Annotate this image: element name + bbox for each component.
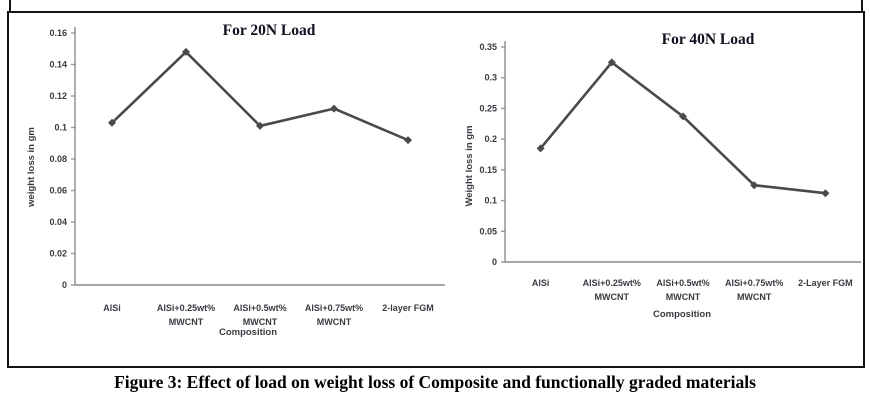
x-category-label: AlSi+0.5wt%: [233, 303, 286, 313]
chart-20n-load: 0 0.02 0.04 0.06 0.08 0.1 0.12 0.14 0.16 AlSi AlSi…: [26, 22, 445, 338]
x-category-label: 2-Layer FGM: [798, 278, 853, 288]
x-category-label: MWCNT: [595, 292, 630, 302]
x-category-label: AlSi+0.25wt%: [157, 303, 215, 313]
x-category-label: AlSi: [103, 303, 121, 313]
x-category-label: MWCNT: [169, 317, 204, 327]
data-point-marker: [821, 189, 830, 198]
x-category-label: MWCNT: [317, 317, 352, 327]
y-tick-label: 0.02: [49, 249, 67, 259]
y-tick-label: 0.35: [479, 42, 497, 52]
chart-40n-load: 0 0.05 0.1 0.15 0.2 0.25 0.3 0.35 AlSi AlSi+0.25w…: [464, 31, 861, 320]
y-axis-label: weight loss in gm: [26, 127, 37, 208]
chart-title: For 20N Load: [223, 22, 316, 39]
table-border-stub-right: [861, 0, 863, 12]
data-point-marker: [679, 112, 687, 121]
y-tick-label: 0.3: [484, 73, 497, 83]
y-tick-label: 0.25: [479, 103, 497, 113]
x-category-label: AlSi+0.75wt%: [725, 278, 783, 288]
data-point-marker: [750, 181, 759, 190]
y-tick-label: 0.1: [54, 123, 67, 133]
y-tick-label: 0.05: [479, 226, 497, 236]
x-category-label: MWCNT: [737, 292, 772, 302]
y-tick-label: 0: [492, 257, 497, 267]
data-point-marker: [404, 136, 412, 145]
chart-title: For 40N Load: [662, 31, 755, 48]
y-axis-label: Weight loss in gm: [464, 125, 475, 206]
y-tick-label: 0: [62, 280, 67, 290]
x-axis-label: Composition: [219, 327, 277, 338]
data-point-marker: [182, 47, 190, 56]
data-line: [539, 61, 827, 195]
x-axis-label: Composition: [653, 309, 711, 320]
x-category-label: MWCNT: [666, 292, 701, 302]
x-category-label: AlSi+0.75wt%: [305, 303, 363, 313]
x-category-label: AlSi: [532, 278, 550, 288]
figure-caption: Figure 3: Effect of load on weight loss …: [114, 372, 756, 392]
data-point-marker: [607, 58, 616, 67]
x-category-label: AlSi+0.5wt%: [656, 278, 709, 288]
data-point-marker: [108, 118, 116, 127]
table-border-stub-left: [9, 0, 11, 12]
data-point-marker: [536, 144, 545, 153]
data-point-marker: [330, 104, 338, 113]
y-tick-label: 0.15: [479, 165, 497, 175]
y-tick-label: 0.16: [49, 28, 67, 38]
y-tick-label: 0.1: [484, 196, 497, 206]
y-tick-label: 0.04: [49, 217, 67, 227]
y-tick-label: 0.12: [49, 91, 67, 101]
data-point-marker: [256, 121, 264, 130]
y-tick-label: 0.08: [49, 154, 67, 164]
figure-border-box: [7, 11, 865, 368]
x-category-label: AlSi+0.25wt%: [583, 278, 641, 288]
x-category-label: 2-layer FGM: [382, 303, 434, 313]
y-tick-label: 0.2: [484, 134, 497, 144]
y-tick-label: 0.14: [49, 60, 67, 70]
y-tick-label: 0.06: [49, 186, 67, 196]
x-category-label: MWCNT: [243, 317, 278, 327]
